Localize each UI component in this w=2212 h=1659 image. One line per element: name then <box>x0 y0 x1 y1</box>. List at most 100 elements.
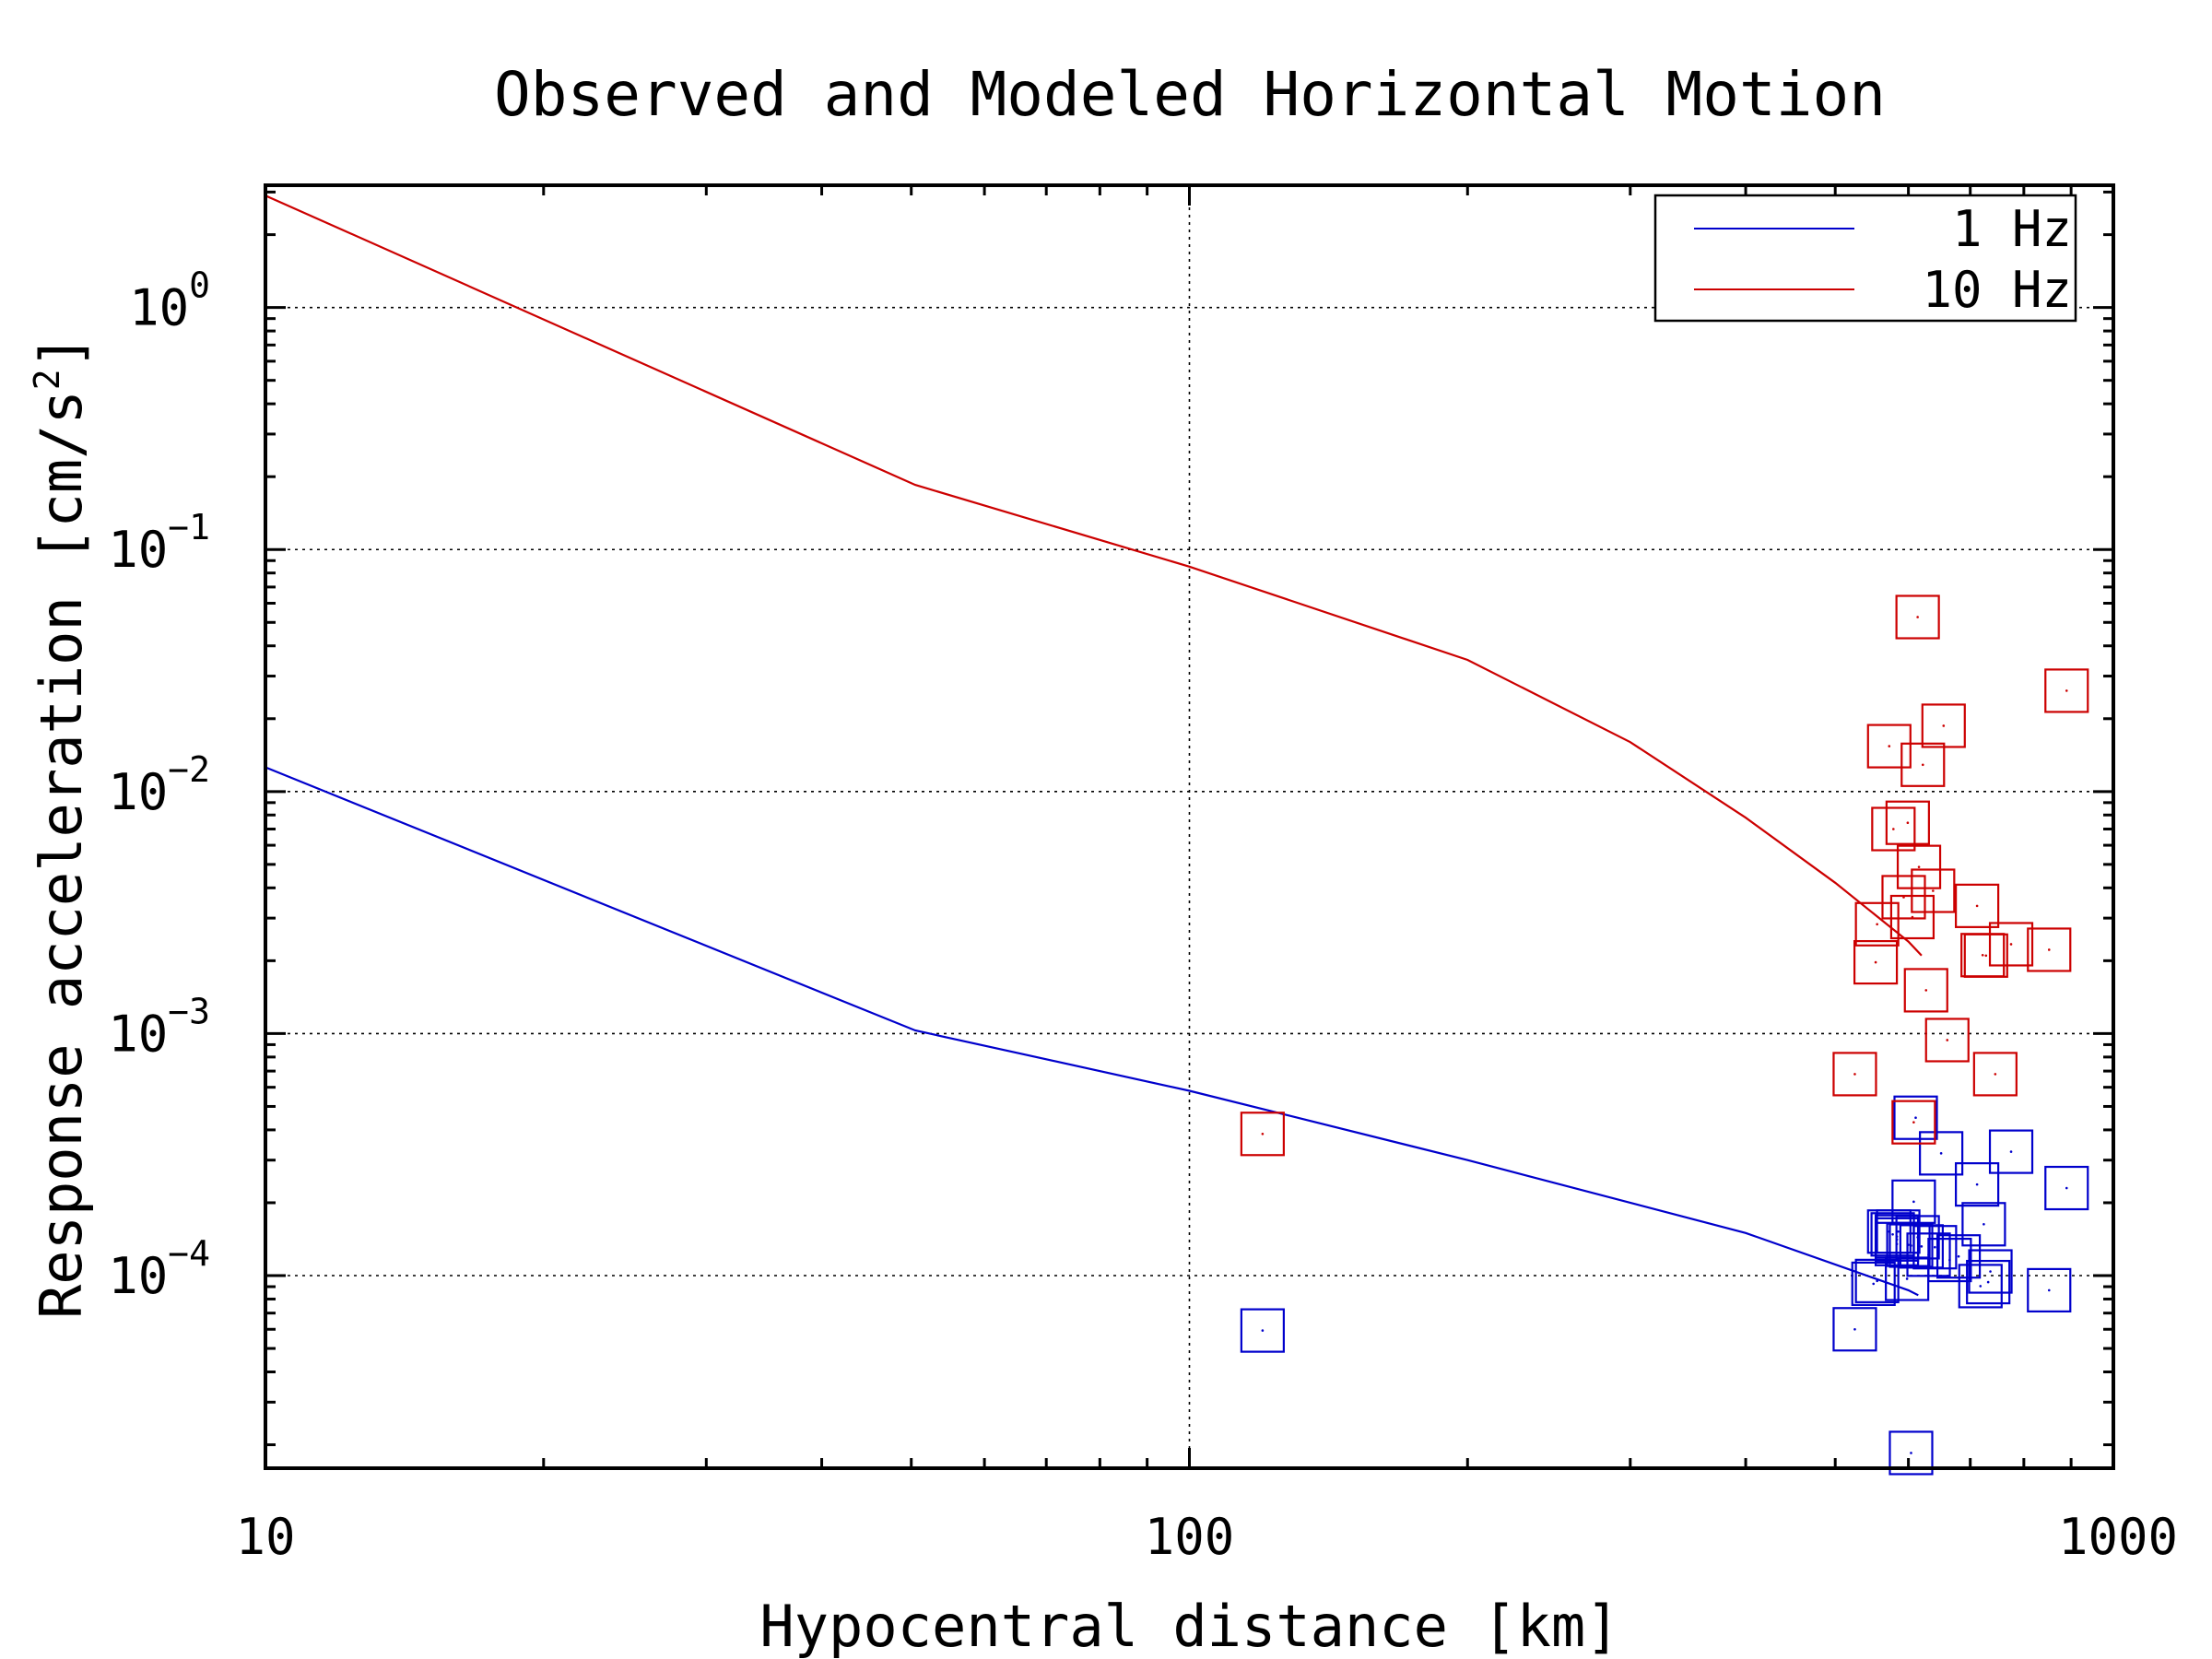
chart-title: Observed and Modeled Horizontal Motion <box>494 59 1886 130</box>
observed-point-1hz <box>1958 1264 2003 1309</box>
observed-point-10hz <box>1891 1100 1936 1145</box>
observed-point-center-1hz <box>1920 1245 1924 1248</box>
observed-point-center-10hz <box>1981 953 1984 957</box>
observed-point-center-1hz <box>1934 1245 1936 1249</box>
observed-point-center-1hz <box>1939 1152 1943 1155</box>
observed-point-center-10hz <box>1921 763 1924 767</box>
observed-point-center-10hz <box>1261 1132 1265 1135</box>
observed-point-1hz <box>1832 1307 1877 1352</box>
observed-point-1hz <box>1988 1129 2034 1174</box>
observed-point-center-1hz <box>1948 1258 1951 1262</box>
observed-point-10hz <box>2027 927 2072 972</box>
observed-point-center-10hz <box>1932 889 1935 892</box>
observed-point-center-1hz <box>1872 1282 1876 1286</box>
x-tick-labels: 10 100 1000 <box>235 1508 2178 1566</box>
observed-point-center-1hz <box>2009 1150 2013 1153</box>
observed-point-center-10hz <box>1892 828 1895 830</box>
observed-point-center-1hz <box>1916 1236 1919 1239</box>
observed-point-center-10hz <box>2009 943 2013 946</box>
observed-point-10hz <box>1911 868 1956 913</box>
observed-point-center-1hz <box>1910 1452 1912 1454</box>
observed-point-10hz <box>2044 668 2089 713</box>
observed-point-center-10hz <box>1946 1039 1949 1041</box>
observed-point-1hz <box>1240 1308 1285 1353</box>
observed-point-10hz <box>1854 901 1900 947</box>
observed-point-center-10hz <box>1912 1121 1915 1124</box>
observed-point-center-1hz <box>1957 1254 1960 1258</box>
observed-point-10hz <box>1871 806 1916 852</box>
observed-point-center-10hz <box>1916 616 1919 618</box>
observed-point-1hz <box>1912 1225 1958 1270</box>
observed-point-center-10hz <box>1876 923 1878 926</box>
observed-point-10hz <box>1955 883 2000 928</box>
observed-point-center-10hz <box>1924 989 1928 992</box>
y-axis-label-superscript: 2 <box>27 369 67 390</box>
observed-point-10hz <box>1853 939 1899 985</box>
observed-point-center-10hz <box>1874 960 1877 964</box>
y-axis-label: Response acceleration [cm/s2] <box>27 335 95 1319</box>
observed-point-center-1hz <box>1910 1244 1912 1247</box>
observed-point-1hz <box>1919 1131 1964 1176</box>
observed-point-center-10hz <box>1906 821 1910 825</box>
observed-point-center-1hz <box>1986 1280 1990 1284</box>
observed-point-center-10hz <box>1994 1073 1997 1076</box>
observed-point-center-1hz <box>1912 1200 1915 1204</box>
observed-point-1hz <box>1851 1261 1896 1307</box>
observed-point-10hz <box>1988 922 2034 967</box>
observed-point-10hz <box>1972 1052 2018 1097</box>
observed-point-1hz <box>2044 1165 2089 1211</box>
observed-point-10hz <box>1866 724 1912 769</box>
legend: 1 Hz 10 Hz <box>1653 194 2077 323</box>
legend-label-10hz: 10 Hz <box>1922 261 2072 319</box>
model-lines <box>265 194 1923 1297</box>
observed-point-center-1hz <box>1876 1279 1878 1283</box>
y-tick-label: 10−3 <box>108 991 210 1063</box>
observed-point-1hz <box>1876 1209 1921 1254</box>
observed-point-1hz <box>1891 1179 1936 1224</box>
y-tick-label: 10−1 <box>108 507 210 579</box>
x-tick-label: 1000 <box>2058 1508 2178 1566</box>
observed-point-center-1hz <box>2047 1288 2051 1292</box>
observed-point-center-1hz <box>1975 1182 1979 1186</box>
observed-point-1hz <box>1888 1430 1934 1476</box>
observed-point-1hz <box>1895 1215 1940 1260</box>
legend-label-1hz: 1 Hz <box>1952 200 2072 258</box>
observed-point-center-10hz <box>1853 1073 1856 1076</box>
observed-point-1hz <box>2027 1267 2072 1312</box>
observed-point-1hz <box>1961 1202 2006 1247</box>
observed-point-10hz <box>1896 844 1942 889</box>
observed-point-10hz <box>1921 703 1966 748</box>
observed-point-center-1hz <box>1905 1277 1909 1280</box>
y-tick-label-base: 10 <box>108 521 168 579</box>
y-tick-label-exponent: −4 <box>168 1233 210 1274</box>
observed-point-center-10hz <box>1888 745 1891 747</box>
observed-point-10hz <box>1881 875 1926 920</box>
y-tick-label-exponent: −2 <box>168 749 210 790</box>
observed-point-center-10hz <box>2047 948 2051 951</box>
legend-box <box>1653 194 2077 323</box>
observed-point-center-1hz <box>1914 1116 1917 1120</box>
observed-point-center-10hz <box>1917 865 1921 868</box>
observed-point-1hz <box>1968 1249 2013 1294</box>
observed-point-center-1hz <box>2065 1186 2068 1190</box>
x-axis-label: Hypocentral distance [km] <box>759 1593 1619 1659</box>
grid-lines <box>265 185 2113 1468</box>
x-tick-label: 10 <box>235 1508 295 1566</box>
observed-point-center-10hz <box>1975 904 1979 908</box>
observed-point-center-1hz <box>1891 1233 1894 1236</box>
observed-point-10hz <box>1885 800 1930 845</box>
observed-point-center-1hz <box>1261 1329 1265 1332</box>
observed-point-center-1hz <box>1897 1230 1900 1233</box>
axis-ticks <box>265 185 2113 1468</box>
y-tick-label-exponent: −3 <box>168 991 210 1031</box>
y-tick-label-base: 10 <box>129 279 189 337</box>
y-tick-label-base: 10 <box>108 1005 168 1063</box>
y-tick-label: 10−4 <box>108 1233 210 1305</box>
model-line-10hz <box>265 194 1923 957</box>
observed-point-10hz <box>1903 968 1948 1013</box>
y-tick-label-exponent: −1 <box>168 507 210 547</box>
observed-point-center-1hz <box>1989 1270 1992 1273</box>
observed-point-center-10hz <box>1942 724 1946 727</box>
